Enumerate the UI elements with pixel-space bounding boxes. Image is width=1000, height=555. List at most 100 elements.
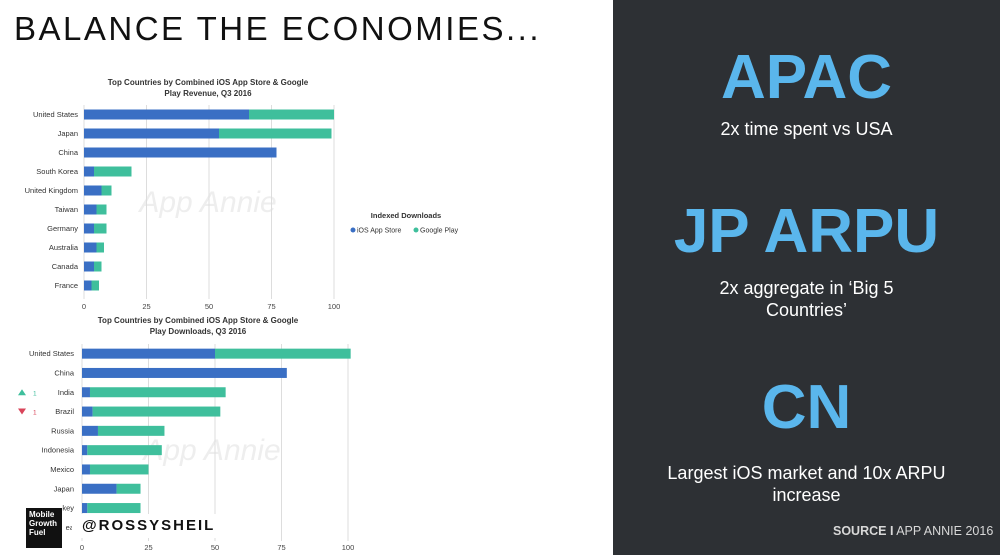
heading-jp-arpu: JP ARPU bbox=[673, 197, 940, 266]
revenue-bar-google-play bbox=[94, 166, 132, 177]
revenue-bar-ios bbox=[84, 166, 94, 177]
downloads-category-label: India bbox=[58, 388, 75, 397]
revenue-watermark: App Annie bbox=[137, 186, 276, 219]
source-bold: SOURCE I bbox=[833, 524, 894, 538]
downloads-title-line-2: Play Downloads, Q3 2016 bbox=[150, 327, 247, 336]
legend-label-google-play: Google Play bbox=[420, 228, 459, 235]
revenue-category-label: Australia bbox=[49, 243, 79, 252]
downloads-category-label: key bbox=[62, 504, 74, 513]
revenue-bar-ios bbox=[84, 204, 97, 215]
revenue-tick-50: 50 bbox=[205, 302, 213, 311]
legend-title: Indexed Downloads bbox=[371, 211, 441, 220]
source-rest: APP ANNIE 2016 bbox=[893, 524, 994, 538]
text-jp-arpu: 2x aggregate in ‘Big 5 Countries’ bbox=[719, 278, 894, 320]
revenue-bar-google-play bbox=[219, 128, 332, 139]
revenue-bar-google-play bbox=[101, 185, 112, 196]
downloads-tick-50: 50 bbox=[211, 543, 219, 552]
revenue-bar-ios bbox=[84, 242, 97, 253]
rank-down-arrow-icon bbox=[18, 408, 26, 415]
revenue-bar-ios bbox=[84, 280, 92, 291]
downloads-category-label: ea bbox=[66, 523, 75, 532]
source-credit: SOURCE I APP ANNIE 2016 bbox=[833, 524, 993, 538]
downloads-bar-google-play bbox=[89, 464, 149, 475]
revenue-bar-google-play bbox=[91, 280, 99, 291]
legend-swatch-google-play bbox=[413, 227, 419, 233]
downloads-title-line-1: Top Countries by Combined iOS App Store … bbox=[98, 316, 299, 325]
downloads-category-label: China bbox=[54, 368, 74, 377]
downloads-watermark: App Annie bbox=[141, 434, 280, 467]
revenue-title-line-2: Play Revenue, Q3 2016 bbox=[164, 89, 252, 98]
rank-up-arrow-icon bbox=[18, 389, 26, 396]
handle-background bbox=[72, 514, 232, 538]
heading-apac: APAC bbox=[720, 43, 893, 112]
revenue-bar-google-play bbox=[94, 223, 107, 234]
downloads-bar-ios bbox=[82, 406, 93, 417]
text-apac: 2x time spent vs USA bbox=[720, 119, 893, 139]
logo-line-1: Mobile bbox=[29, 510, 55, 519]
legend-swatch-ios bbox=[350, 227, 356, 233]
downloads-bar-google-play bbox=[87, 445, 162, 456]
legend-label-ios: iOS App Store bbox=[357, 228, 401, 235]
revenue-category-label: China bbox=[58, 148, 78, 157]
downloads-bar-google-play bbox=[87, 503, 141, 514]
downloads-bar-ios bbox=[82, 387, 90, 398]
revenue-bar-ios bbox=[84, 185, 102, 196]
heading-cn: CN bbox=[761, 373, 852, 442]
revenue-bar-ios bbox=[84, 223, 94, 234]
downloads-tick-75: 75 bbox=[277, 543, 285, 552]
right-panel: APAC 2x time spent vs USA JP ARPU 2x agg… bbox=[613, 0, 1000, 555]
logo-line-3: Fuel bbox=[29, 528, 46, 537]
downloads-bar-google-play bbox=[92, 406, 221, 417]
logo-line-2: Growth bbox=[29, 519, 57, 528]
downloads-bar-google-play bbox=[116, 483, 141, 494]
downloads-chart-lower: Top Countries by Combined iOS App Store … bbox=[18, 316, 355, 552]
downloads-category-label: Mexico bbox=[50, 465, 74, 474]
revenue-category-label: South Korea bbox=[36, 167, 79, 176]
slide-title: BALANCE THE ECONOMIES... bbox=[14, 10, 541, 47]
revenue-bar-ios bbox=[84, 109, 249, 120]
rank-change-label: 1 bbox=[33, 410, 37, 417]
revenue-category-label: Canada bbox=[52, 262, 79, 271]
downloads-category-label: United States bbox=[29, 349, 74, 358]
downloads-bar-ios bbox=[82, 464, 90, 475]
revenue-chart: Top Countries by Combined iOS App Store … bbox=[25, 78, 459, 311]
revenue-title-line-1: Top Countries by Combined iOS App Store … bbox=[108, 78, 309, 87]
revenue-tick-0: 0 bbox=[82, 302, 86, 311]
revenue-category-label: Japan bbox=[58, 129, 78, 138]
revenue-tick-75: 75 bbox=[267, 302, 275, 311]
downloads-bar-ios bbox=[82, 367, 287, 378]
revenue-category-label: United States bbox=[33, 110, 78, 119]
revenue-bar-google-play bbox=[96, 204, 107, 215]
revenue-bar-google-play bbox=[94, 261, 102, 272]
revenue-bar-google-play bbox=[96, 242, 104, 253]
downloads-tick-100: 100 bbox=[342, 543, 355, 552]
downloads-bar-ios bbox=[82, 348, 215, 359]
revenue-bar-google-play bbox=[249, 109, 334, 120]
downloads-category-label: Indonesia bbox=[41, 446, 74, 455]
downloads-bar-ios bbox=[82, 503, 88, 514]
text-cn: Largest iOS market and 10x ARPU increase bbox=[667, 463, 946, 505]
downloads-bar-google-play bbox=[97, 425, 165, 436]
downloads-bar-ios bbox=[82, 445, 88, 456]
revenue-bar-ios bbox=[84, 128, 219, 139]
downloads-category-label: Russia bbox=[51, 426, 75, 435]
revenue-category-label: Germany bbox=[47, 224, 78, 233]
downloads-bar-ios bbox=[82, 483, 117, 494]
downloads-bar-google-play bbox=[215, 348, 351, 359]
rank-change-label: 1 bbox=[33, 390, 37, 397]
revenue-tick-25: 25 bbox=[142, 302, 150, 311]
downloads-tick-0: 0 bbox=[80, 543, 84, 552]
downloads-bar-google-play bbox=[89, 387, 226, 398]
mobile-growth-fuel-logo: Mobile Growth Fuel bbox=[26, 508, 62, 548]
revenue-tick-100: 100 bbox=[328, 302, 341, 311]
revenue-bar-ios bbox=[84, 261, 94, 272]
twitter-handle: @ROSSYSHEIL bbox=[82, 517, 216, 534]
revenue-category-label: United Kingdom bbox=[25, 186, 78, 195]
revenue-bar-ios bbox=[84, 147, 277, 158]
downloads-tick-25: 25 bbox=[144, 543, 152, 552]
downloads-category-label: Brazil bbox=[55, 407, 74, 416]
revenue-category-label: Taiwan bbox=[55, 205, 78, 214]
downloads-category-label: Japan bbox=[54, 484, 74, 493]
downloads-bar-ios bbox=[82, 425, 98, 436]
revenue-category-label: France bbox=[55, 281, 78, 290]
